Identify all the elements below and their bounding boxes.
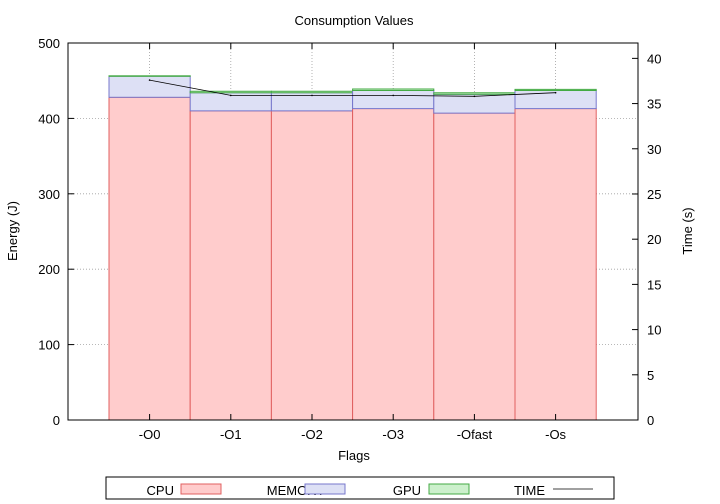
x-tick-label: -Os (545, 427, 566, 442)
time-point (554, 91, 557, 94)
y2-tick-label: 25 (647, 187, 661, 202)
chart-title: Consumption Values (295, 13, 414, 28)
bar-memory-O3 (352, 90, 435, 110)
time-point (473, 95, 476, 98)
x-tick-label: -Ofast (457, 427, 493, 442)
time-series-line (149, 79, 556, 97)
legend-swatch-gpu (428, 483, 470, 495)
x-tick-label: -O0 (139, 427, 161, 442)
y2-tick-label: 30 (647, 142, 661, 157)
y-axis-title: Energy (J) (5, 201, 20, 261)
bar-gpu-Ofast (433, 92, 516, 95)
y2-tick-label: 40 (647, 51, 661, 66)
x-axis-title: Flags (338, 448, 370, 463)
y2-axis-title: Time (s) (680, 207, 695, 254)
time-point (392, 94, 395, 97)
time-point (148, 79, 151, 81)
time-point (311, 94, 313, 97)
legend-frame (105, 476, 615, 500)
y-tick-label: 0 (53, 413, 60, 428)
y2-tick-label: 15 (647, 277, 661, 292)
bars-layer (108, 75, 597, 421)
x-tick-label: -O1 (220, 427, 242, 442)
time-point (230, 94, 232, 97)
y-tick-label: 500 (38, 36, 60, 51)
y2-tick-label: 20 (647, 232, 661, 247)
bar-gpu-O2 (270, 90, 354, 94)
y-tick-label: 100 (38, 338, 60, 353)
bar-cpu-Ofast (433, 112, 516, 421)
legend-label-gpu: GPU (393, 483, 421, 498)
ticks-layer: 0 100 200 300 400 500 0 5 10 15 20 25 30 35 40 -O0 -O1 -O… (38, 36, 661, 442)
bar-gpu-O1 (189, 90, 272, 94)
y2-tick-label: 5 (647, 368, 654, 383)
legend: CPU MEMORY GPU TIME (105, 476, 615, 500)
bar-cpu-O1 (189, 110, 272, 421)
bar-gpu-O3 (352, 88, 435, 92)
y2-tick-label: 0 (647, 413, 654, 428)
x-tick-label: -O2 (301, 427, 323, 442)
bar-gpu-Os (514, 88, 597, 92)
y-tick-label: 200 (38, 262, 60, 277)
legend-label-time: TIME (514, 483, 545, 498)
bar-cpu-O2 (270, 110, 354, 421)
plot-frame (67, 42, 639, 421)
line-layer (148, 79, 557, 98)
y2-tick-label: 10 (647, 323, 661, 338)
bar-gpu-O0 (108, 75, 191, 77)
y2-tick-label: 35 (647, 97, 661, 112)
bar-cpu-Os (514, 108, 597, 421)
legend-label-cpu: CPU (147, 483, 174, 498)
y-tick-label: 400 (38, 111, 60, 126)
bar-cpu-O0 (108, 96, 191, 421)
legend-swatch-cpu (180, 483, 222, 495)
x-tick-label: -O3 (382, 427, 404, 442)
bar-cpu-O3 (352, 108, 435, 421)
legend-swatch-memory (304, 483, 346, 495)
y-tick-label: 300 (38, 187, 60, 202)
